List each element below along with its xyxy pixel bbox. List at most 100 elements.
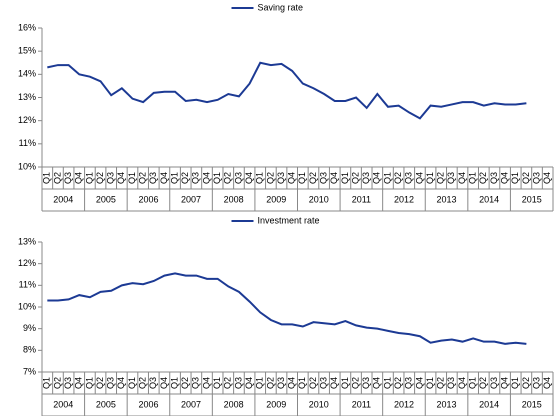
data-line <box>47 61 527 120</box>
x-tick-label: Q4 <box>499 377 509 389</box>
year-label: 2012 <box>394 399 414 409</box>
x-tick-label: Q2 <box>95 377 105 389</box>
year-label: 2008 <box>224 194 244 204</box>
x-tick-label: Q3 <box>404 377 414 389</box>
x-tick-label: Q4 <box>116 377 126 389</box>
x-tick-label: Q2 <box>95 172 105 184</box>
x-tick-label: Q4 <box>542 377 552 389</box>
x-tick-label: Q3 <box>361 172 371 184</box>
y-tick-label: 9% <box>23 323 36 333</box>
x-tick-label: Q2 <box>180 377 190 389</box>
y-tick-label: 8% <box>23 345 36 355</box>
data-line <box>47 272 527 345</box>
year-label: 2006 <box>138 399 158 409</box>
x-tick-label: Q3 <box>446 377 456 389</box>
x-tick-label: Q3 <box>106 377 116 389</box>
x-tick-label: Q2 <box>521 172 531 184</box>
x-tick-label: Q2 <box>223 172 233 184</box>
x-tick-label: Q4 <box>499 172 509 184</box>
x-tick-label: Q3 <box>404 172 414 184</box>
year-label: 2014 <box>479 399 499 409</box>
x-tick-label: Q2 <box>308 377 318 389</box>
y-tick-label: 11% <box>19 280 36 290</box>
x-tick-label: Q2 <box>180 172 190 184</box>
year-label: 2015 <box>522 194 542 204</box>
x-tick-label: Q4 <box>116 172 126 184</box>
x-tick-label: Q3 <box>489 172 499 184</box>
year-label: 2010 <box>309 194 329 204</box>
x-tick-label: Q3 <box>148 172 158 184</box>
x-tick-label: Q3 <box>446 172 456 184</box>
x-tick-label: Q1 <box>127 172 137 184</box>
x-tick-label: Q2 <box>436 172 446 184</box>
x-tick-label: Q3 <box>63 172 73 184</box>
x-tick-label: Q3 <box>489 377 499 389</box>
y-tick-label: 10% <box>18 161 36 171</box>
x-tick-label: Q1 <box>382 172 392 184</box>
x-tick-label: Q3 <box>106 172 116 184</box>
x-tick-label: Q3 <box>531 377 541 389</box>
x-tick-label: Q4 <box>457 377 467 389</box>
x-tick-label: Q3 <box>191 377 201 389</box>
x-tick-label: Q4 <box>244 172 254 184</box>
x-tick-label: Q4 <box>372 377 382 389</box>
x-tick-label: Q1 <box>42 377 52 389</box>
year-label: 2009 <box>266 399 286 409</box>
legend-label: Investment rate <box>258 215 320 225</box>
x-tick-label: Q1 <box>382 377 392 389</box>
x-tick-label: Q3 <box>191 172 201 184</box>
x-tick-label: Q1 <box>84 172 94 184</box>
x-tick-label: Q2 <box>52 172 62 184</box>
x-tick-label: Q2 <box>308 172 318 184</box>
x-tick-label: Q4 <box>372 172 382 184</box>
x-tick-label: Q1 <box>425 172 435 184</box>
x-tick-label: Q1 <box>84 377 94 389</box>
year-label: 2015 <box>522 399 542 409</box>
y-tick-label: 14% <box>18 69 36 79</box>
x-tick-label: Q2 <box>521 377 531 389</box>
x-tick-label: Q4 <box>159 172 169 184</box>
year-label: 2013 <box>437 399 457 409</box>
x-tick-label: Q1 <box>42 172 52 184</box>
y-tick-label: 13% <box>18 92 36 102</box>
year-label: 2009 <box>266 194 286 204</box>
x-tick-label: Q4 <box>201 172 211 184</box>
x-tick-label: Q1 <box>255 377 265 389</box>
year-label: 2006 <box>138 194 158 204</box>
y-tick-label: 12% <box>18 258 36 268</box>
x-tick-label: Q2 <box>265 377 275 389</box>
year-label: 2012 <box>394 194 414 204</box>
x-tick-label: Q4 <box>159 377 169 389</box>
x-tick-label: Q1 <box>255 172 265 184</box>
x-tick-label: Q2 <box>138 377 148 389</box>
y-tick-label: 13% <box>18 236 36 246</box>
y-tick-label: 15% <box>18 46 36 56</box>
x-tick-label: Q4 <box>244 377 254 389</box>
year-label: 2014 <box>479 194 499 204</box>
x-tick-label: Q4 <box>287 377 297 389</box>
x-tick-label: Q3 <box>276 172 286 184</box>
x-tick-label: Q1 <box>340 377 350 389</box>
x-tick-label: Q1 <box>127 377 137 389</box>
x-tick-label: Q3 <box>276 377 286 389</box>
x-tick-label: Q1 <box>297 377 307 389</box>
x-tick-label: Q1 <box>510 172 520 184</box>
x-tick-label: Q2 <box>350 172 360 184</box>
year-label: 2010 <box>309 399 329 409</box>
x-tick-label: Q3 <box>318 377 328 389</box>
x-tick-label: Q2 <box>138 172 148 184</box>
year-label: 2007 <box>181 399 201 409</box>
x-tick-label: Q4 <box>74 377 84 389</box>
x-tick-label: Q2 <box>478 172 488 184</box>
y-tick-label: 10% <box>18 301 36 311</box>
x-tick-label: Q1 <box>468 172 478 184</box>
x-tick-label: Q2 <box>350 377 360 389</box>
x-tick-label: Q4 <box>414 172 424 184</box>
x-tick-label: Q4 <box>74 172 84 184</box>
y-tick-label: 12% <box>18 115 36 125</box>
x-tick-label: Q4 <box>287 172 297 184</box>
x-tick-label: Q3 <box>233 172 243 184</box>
x-tick-label: Q1 <box>468 377 478 389</box>
year-label: 2004 <box>53 194 73 204</box>
